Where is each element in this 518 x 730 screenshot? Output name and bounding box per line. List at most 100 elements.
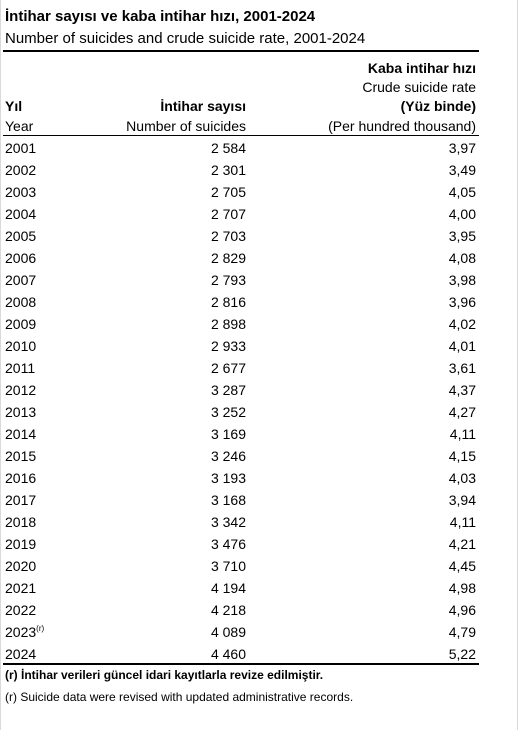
year-value: 2019	[5, 536, 37, 552]
table-row: 2009 2 898 4,02	[0, 313, 518, 335]
table-row: 2004 2 707 4,00	[0, 203, 518, 225]
suicide-count-cell: 2 705	[210, 184, 246, 200]
year-header-en: Year	[5, 118, 34, 134]
year-value: 2023	[5, 624, 37, 640]
suicide-count-cell: 2 829	[210, 250, 246, 266]
suicide-count-cell: 2 703	[210, 228, 246, 244]
rate-unit-tr: (Yüz binde)	[400, 98, 476, 114]
year-value: 2022	[5, 602, 37, 618]
year-value: 2009	[5, 316, 37, 332]
year-cell: 2007	[5, 272, 36, 288]
year-value: 2024	[5, 646, 37, 662]
year-cell: 2021	[5, 580, 36, 596]
suicide-count-cell: 3 287	[210, 382, 246, 398]
year-cell: 2022	[5, 602, 36, 618]
suicide-rate-cell: 4,00	[448, 206, 476, 222]
table-row: 2007 2 793 3,98	[0, 269, 518, 291]
year-value: 2014	[5, 426, 37, 442]
year-value: 2006	[5, 250, 37, 266]
suicide-rate-cell: 3,97	[448, 140, 476, 156]
suicide-count-cell: 4 194	[210, 580, 246, 596]
table-row: 2010 2 933 4,01	[0, 335, 518, 357]
suicide-count-cell: 2 933	[210, 338, 246, 354]
year-value: 2011	[5, 360, 36, 376]
year-header-tr: Yıl	[5, 98, 23, 114]
year-cell: 2008	[5, 294, 36, 310]
suicide-rate-cell: 4,11	[449, 514, 476, 530]
table-row: 2016 3 193 4,03	[0, 467, 518, 489]
suicide-rate-cell: 4,37	[448, 382, 476, 398]
table-row: 2022 4 218 4,96	[0, 599, 518, 621]
suicide-count-cell: 2 584	[210, 140, 246, 156]
suicide-rate-cell: 4,98	[448, 580, 476, 596]
year-cell: 2011	[5, 360, 35, 376]
suicide-rate-cell: 4,05	[448, 184, 476, 200]
suicide-count-cell: 2 301	[210, 162, 246, 178]
year-cell: 2018	[5, 514, 36, 530]
suicide-count-cell: 3 252	[210, 404, 246, 420]
year-cell: 2010	[5, 338, 36, 354]
table-row: 2002 2 301 3,49	[0, 159, 518, 181]
year-cell: 2015	[5, 448, 36, 464]
suicide-count-cell: 3 710	[210, 558, 246, 574]
suicide-rate-cell: 4,01	[448, 338, 476, 354]
suicide-count-cell: 3 476	[210, 536, 246, 552]
table-row: 2017 3 168 3,94	[0, 489, 518, 511]
suicide-count-cell: 2 898	[210, 316, 246, 332]
table-row: 2021 4 194 4,98	[0, 577, 518, 599]
suicide-count-cell: 2 707	[210, 206, 246, 222]
year-cell: 2023(r)	[5, 624, 44, 640]
table-title-tr: İntihar sayısı ve kaba intihar hızı, 200…	[5, 8, 316, 25]
table-row: 2012 3 287 4,37	[0, 379, 518, 401]
rate-header-en: Crude suicide rate	[362, 79, 476, 95]
header-top-rule	[3, 50, 479, 52]
suicide-count-cell: 3 169	[210, 426, 246, 442]
table-row: 2014 3 169 4,11	[0, 423, 518, 445]
year-cell: 2014	[5, 426, 36, 442]
table-row: 2019 3 476 4,21	[0, 533, 518, 555]
table-row: 2015 3 246 4,15	[0, 445, 518, 467]
year-cell: 2017	[5, 492, 36, 508]
year-value: 2007	[5, 272, 37, 288]
footnote-en: (r) Suicide data were revised with updat…	[5, 690, 354, 704]
table-row: 2006 2 829 4,08	[0, 247, 518, 269]
suicide-rate-cell: 4,03	[448, 470, 476, 486]
year-value: 2005	[5, 228, 37, 244]
suicide-count-cell: 4 218	[210, 602, 246, 618]
table-body: 2001 2 584 3,97 2002 2 301 3,49 2003 2 705 4,05 2…	[0, 137, 518, 665]
year-value: 2020	[5, 558, 37, 574]
year-value: 2017	[5, 492, 37, 508]
header-bottom-rule	[3, 135, 479, 136]
year-value: 2008	[5, 294, 37, 310]
year-cell: 2003	[5, 184, 36, 200]
rate-unit-en: (Per hundred thousand)	[328, 118, 476, 134]
year-cell: 2012	[5, 382, 36, 398]
year-value: 2015	[5, 448, 37, 464]
table-row: 2011 2 677 3,61	[0, 357, 518, 379]
suicide-count-cell: 4 089	[210, 624, 246, 640]
suicide-rate-cell: 4,08	[448, 250, 476, 266]
year-value: 2016	[5, 470, 37, 486]
table-row: 2018 3 342 4,11	[0, 511, 518, 533]
suicide-rate-cell: 4,15	[448, 448, 476, 464]
table-row: 2008 2 816 3,96	[0, 291, 518, 313]
year-cell: 2024	[5, 646, 36, 662]
year-cell: 2005	[5, 228, 36, 244]
suicide-count-cell: 3 193	[210, 470, 246, 486]
suicide-count-cell: 2 793	[210, 272, 246, 288]
suicide-count-cell: 3 246	[210, 448, 246, 464]
suicide-rate-cell: 4,02	[448, 316, 476, 332]
table-row: 2003 2 705 4,05	[0, 181, 518, 203]
year-cell: 2013	[5, 404, 36, 420]
suicide-rate-cell: 4,27	[448, 404, 476, 420]
year-value: 2002	[5, 162, 37, 178]
suicide-rate-cell: 3,98	[448, 272, 476, 288]
suicide-count-cell: 4 460	[210, 646, 246, 662]
suicide-rate-cell: 4,96	[448, 602, 476, 618]
suicide-rate-cell: 4,79	[448, 624, 476, 640]
suicide-rate-cell: 5,22	[448, 646, 476, 662]
suicide-count-cell: 3 342	[210, 514, 246, 530]
year-cell: 2004	[5, 206, 36, 222]
revision-mark: (r)	[36, 624, 45, 633]
table-row: 2023(r) 4 089 4,79	[0, 621, 518, 643]
